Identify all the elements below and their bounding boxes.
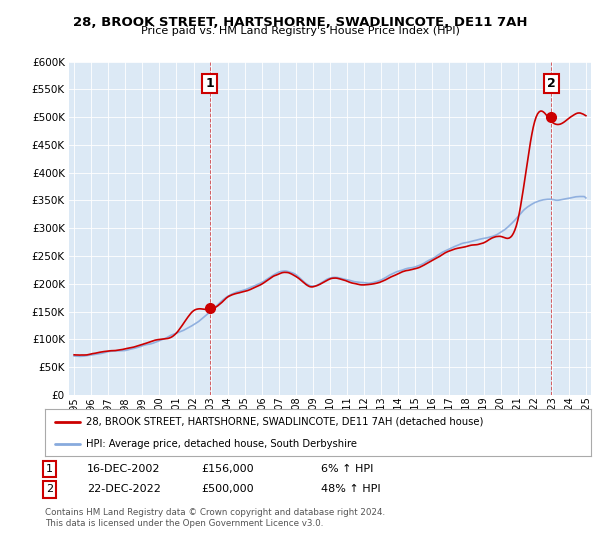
Text: 28, BROOK STREET, HARTSHORNE, SWADLINCOTE, DE11 7AH: 28, BROOK STREET, HARTSHORNE, SWADLINCOT… <box>73 16 527 29</box>
Text: 6% ↑ HPI: 6% ↑ HPI <box>321 464 373 474</box>
Text: 1: 1 <box>206 77 214 90</box>
Text: 2: 2 <box>547 77 556 90</box>
Text: 28, BROOK STREET, HARTSHORNE, SWADLINCOTE, DE11 7AH (detached house): 28, BROOK STREET, HARTSHORNE, SWADLINCOT… <box>86 417 484 427</box>
Text: 16-DEC-2002: 16-DEC-2002 <box>87 464 161 474</box>
Text: £500,000: £500,000 <box>201 484 254 494</box>
Text: 2: 2 <box>46 484 53 494</box>
Text: 1: 1 <box>46 464 53 474</box>
Text: Price paid vs. HM Land Registry's House Price Index (HPI): Price paid vs. HM Land Registry's House … <box>140 26 460 36</box>
Text: Contains HM Land Registry data © Crown copyright and database right 2024.
This d: Contains HM Land Registry data © Crown c… <box>45 508 385 528</box>
Text: 22-DEC-2022: 22-DEC-2022 <box>87 484 161 494</box>
Text: £156,000: £156,000 <box>201 464 254 474</box>
Text: HPI: Average price, detached house, South Derbyshire: HPI: Average price, detached house, Sout… <box>86 438 357 449</box>
Text: 48% ↑ HPI: 48% ↑ HPI <box>321 484 380 494</box>
